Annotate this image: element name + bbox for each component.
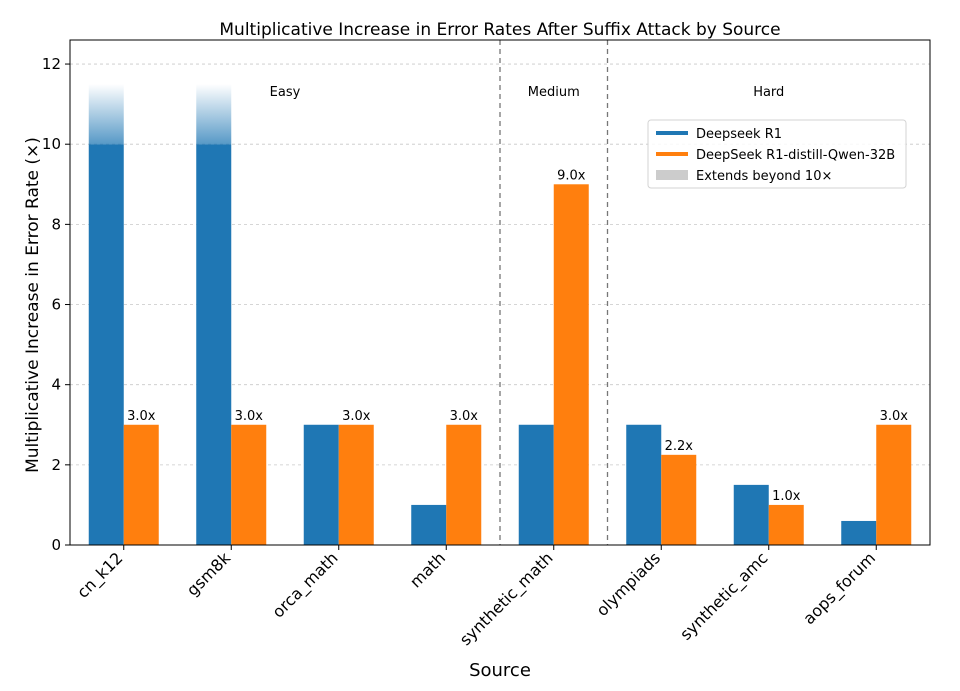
annotations: 3.0x 3.0x 3.0x 3.0x 9.0x 2.2x 1.0x 3.0x Easy Medi… <box>127 40 908 545</box>
y-axis-label: Multiplicative Increase in Error Rate (×… <box>23 137 43 473</box>
plot-frame <box>69 39 931 546</box>
bar-aops_forum-deepseek-r1 <box>841 520 877 545</box>
bar-data-label: 3.0x <box>880 409 909 424</box>
x-tick-label-math: math <box>406 548 449 591</box>
bar-extension-gsm8k <box>196 84 232 145</box>
bar-data-label: 3.0x <box>342 409 371 424</box>
x-tick-label-aops_forum: aops_forum <box>799 548 879 628</box>
bar-olympiads-deepseek-r1 <box>626 424 662 545</box>
y-tick-label: 0 <box>51 536 61 554</box>
bar-synthetic_math-distill-qwen-32b <box>553 184 589 546</box>
bar-synthetic_math-deepseek-r1 <box>518 424 554 545</box>
y-tick-label: 4 <box>51 376 61 394</box>
y-tick-label: 2 <box>51 456 61 474</box>
bar-gsm8k-deepseek-r1 <box>196 144 232 545</box>
bar-math-deepseek-r1 <box>411 504 447 545</box>
region-label-easy: Easy <box>270 85 301 100</box>
x-tick-label-olympiads: olympiads <box>593 548 665 620</box>
bar-olympiads-distill-qwen-32b <box>661 454 697 545</box>
bars <box>88 84 912 546</box>
chart-title: Multiplicative Increase in Error Rates A… <box>219 20 780 40</box>
legend-label: Deepseek R1 <box>696 127 782 142</box>
bar-math-distill-qwen-32b <box>446 424 482 545</box>
x-tick-label-gsm8k: gsm8k <box>183 548 235 600</box>
bar-orca_math-distill-qwen-32b <box>338 424 374 545</box>
bar-cn_k12-distill-qwen-32b <box>123 424 159 545</box>
bar-cn_k12-deepseek-r1 <box>88 144 124 545</box>
bar-orca_math-deepseek-r1 <box>303 424 339 545</box>
bar-synthetic_amc-deepseek-r1 <box>733 484 769 545</box>
bar-extension-cn_k12 <box>88 84 124 145</box>
legend: Deepseek R1 DeepSeek R1-distill-Qwen-32B E… <box>647 119 907 189</box>
x-tick-label-synthetic_amc: synthetic_amc <box>676 548 772 644</box>
bar-data-label: 1.0x <box>772 489 801 504</box>
bar-data-label: 3.0x <box>235 409 264 424</box>
region-label-medium: Medium <box>528 85 580 100</box>
x-tick-label-cn_k12: cn_k12 <box>73 548 127 602</box>
bar-data-label: 9.0x <box>557 168 586 183</box>
legend-swatch <box>656 170 688 180</box>
bar-synthetic_amc-distill-qwen-32b <box>768 504 804 545</box>
y-tick-label: 8 <box>51 215 61 233</box>
y-tick-label: 12 <box>42 55 61 73</box>
x-axis-label: Source <box>469 660 531 681</box>
y-tick-label: 10 <box>42 135 61 153</box>
bar-gsm8k-distill-qwen-32b <box>231 424 267 545</box>
legend-label: Extends beyond 10× <box>696 169 832 184</box>
region-label-hard: Hard <box>753 85 784 100</box>
bar-aops_forum-distill-qwen-32b <box>876 424 912 545</box>
legend-box <box>647 119 907 189</box>
legend-label: DeepSeek R1-distill-Qwen-32B <box>696 148 895 163</box>
bar-data-label: 2.2x <box>665 439 694 454</box>
y-tick-label: 6 <box>51 296 61 314</box>
x-tick-label-synthetic_math: synthetic_math <box>456 548 557 649</box>
bar-data-label: 3.0x <box>450 409 479 424</box>
x-tick-label-orca_math: orca_math <box>268 548 342 622</box>
bar-data-label: 3.0x <box>127 409 156 424</box>
